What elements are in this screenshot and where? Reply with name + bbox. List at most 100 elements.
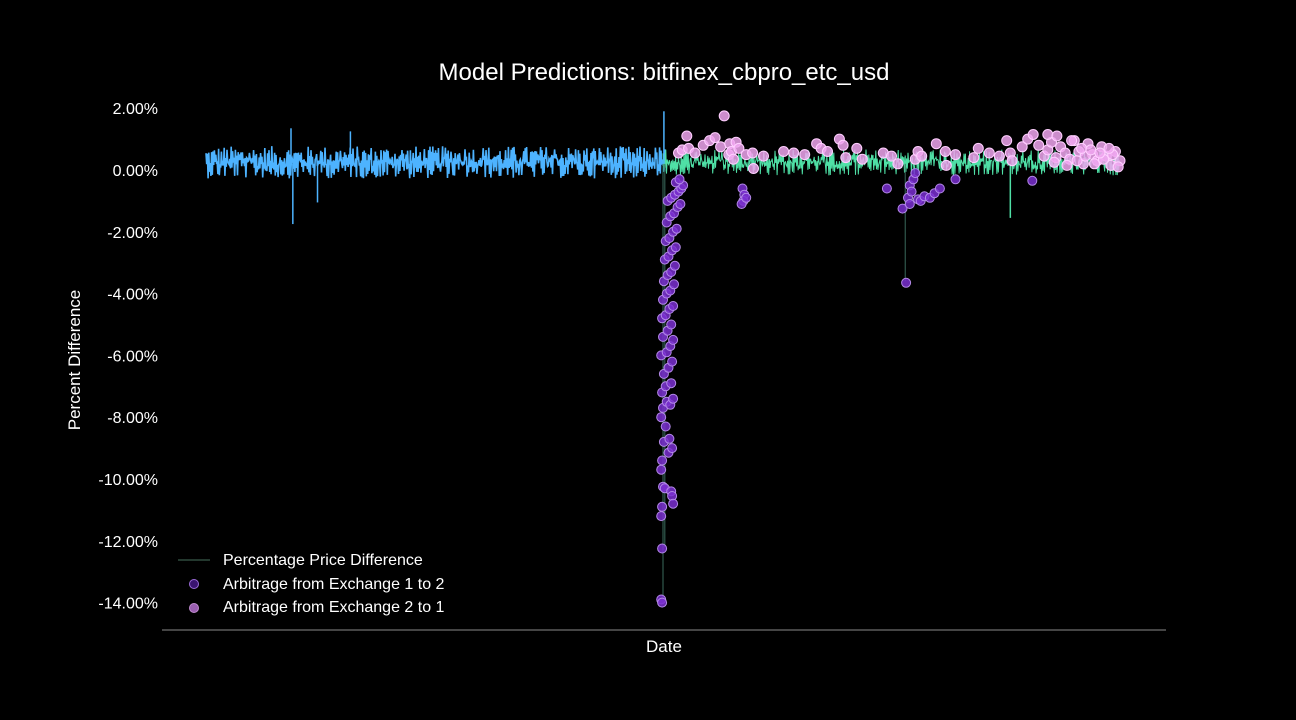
arbitrage-2-to-1-point <box>1112 161 1124 173</box>
arbitrage-2-to-1-point <box>788 147 800 159</box>
arbitrage-2-to-1-point <box>840 152 852 164</box>
arbitrage-1-to-2-point <box>666 319 677 330</box>
arbitrage-2-to-1-point <box>1027 129 1039 140</box>
arbitrage-2-to-1-point <box>681 130 693 142</box>
arbitrage-2-to-1-point <box>1085 144 1097 156</box>
y-tick-label: -4.00% <box>107 287 158 304</box>
x-axis-label: Date <box>646 637 682 656</box>
arbitrage-1-to-2-point <box>881 183 892 194</box>
legend: Percentage Price Difference Arbitrage fr… <box>178 552 445 616</box>
y-tick-label: -2.00% <box>107 225 158 242</box>
arbitrage-2-to-1-point <box>709 132 721 144</box>
arbitrage-2-to-1-point <box>748 163 759 174</box>
arbitrage-1-to-2-point <box>656 464 667 475</box>
arbitrage-2-to-1-point <box>689 147 701 159</box>
arbitrage-2-to-1-point <box>1061 159 1073 171</box>
arbitrage-2-to-1-point <box>1048 156 1060 168</box>
y-axis-label: Percent Difference <box>65 290 84 430</box>
arbitrage-1-to-2-point <box>668 301 679 311</box>
arbitrage-1-to-2-point <box>671 223 682 234</box>
arbitrage-1-to-2-point <box>904 199 915 209</box>
arbitrage-1-to-2-point <box>1027 175 1038 186</box>
arbitrage-2-to-1-point <box>1001 135 1013 147</box>
arbitrage-1-to-2-point <box>910 168 921 179</box>
legend-label-price-difference: Percentage Price Difference <box>223 552 423 569</box>
y-tick-label: -12.00% <box>98 534 158 551</box>
arbitrage-2-to-1-point <box>718 110 730 122</box>
legend-label-arbitrage-2-to-1: Arbitrage from Exchange 2 to 1 <box>223 599 445 616</box>
arbitrage-1-to-2-point <box>664 433 675 444</box>
arbitrage-1-to-2-point <box>934 183 945 194</box>
arbitrage-1-to-2-point <box>670 242 681 253</box>
arbitrage-1-to-2-point <box>669 279 679 290</box>
arbitrage-2-to-1-point <box>727 153 739 165</box>
arbitrage-1-to-2-point <box>656 412 667 423</box>
chart-title: Model Predictions: bitfinex_cbpro_etc_us… <box>439 59 890 86</box>
arbitrage-2-to-1-point <box>1051 130 1063 142</box>
arbitrage-2-to-1-point <box>993 150 1005 162</box>
arbitrage-2-to-1-point <box>837 139 849 151</box>
arbitrage-1-to-2-points <box>656 168 1038 608</box>
arbitrage-2-to-1-point <box>972 142 984 154</box>
arbitrage-2-to-1-point <box>1076 142 1088 154</box>
y-tick-label: -6.00% <box>107 348 158 365</box>
arbitrage-2-to-1-point <box>1033 139 1045 151</box>
arbitrage-2-to-1-point <box>916 150 928 162</box>
arbitrage-1-to-2-point <box>667 443 678 454</box>
arbitrage-2-to-1-point <box>1088 158 1100 170</box>
y-tick-labels: 2.00% 0.00% -2.00% -4.00% -6.00% -8.00% -10.00… <box>98 101 158 612</box>
arbitrage-2-to-1-point <box>930 138 942 150</box>
arbitrage-2-to-1-point <box>1066 135 1078 147</box>
arbitrage-1-to-2-point <box>741 192 752 203</box>
arbitrage-1-to-2-point <box>668 334 679 345</box>
arbitrage-1-to-2-point <box>657 455 668 466</box>
arbitrage-2-to-1-point <box>1006 155 1018 167</box>
arbitrage-1-to-2-point <box>906 186 917 197</box>
arbitrage-1-to-2-point <box>669 260 680 271</box>
arbitrage-1-to-2-point <box>897 203 908 214</box>
arbitrage-2-to-1-point <box>939 146 951 157</box>
arbitrage-2-to-1-point <box>940 159 952 171</box>
arbitrage-2-to-1-point <box>856 153 868 165</box>
legend-marker-arbitrage-1-to-2 <box>189 579 199 589</box>
arbitrage-2-to-1-points <box>673 110 1126 174</box>
arbitrage-1-to-2-point <box>667 356 678 367</box>
y-tick-label: -8.00% <box>107 410 158 427</box>
arbitrage-2-to-1-point <box>983 147 995 159</box>
arbitrage-2-to-1-point <box>733 142 745 154</box>
arbitrage-2-to-1-point <box>851 142 863 154</box>
arbitrage-2-to-1-point <box>758 150 769 162</box>
arbitrage-2-to-1-point <box>1042 129 1054 140</box>
arbitrage-2-to-1-point <box>950 149 961 161</box>
arbitrage-1-to-2-point <box>657 543 668 554</box>
arbitrage-2-to-1-point <box>892 158 904 170</box>
arbitrage-1-to-2-point <box>668 498 679 509</box>
price-difference-segment <box>205 146 666 179</box>
arbitrage-2-to-1-point <box>822 146 833 157</box>
arbitrage-2-to-1-point <box>1094 147 1106 159</box>
legend-marker-arbitrage-2-to-1 <box>189 603 199 613</box>
legend-label-arbitrage-1-to-2: Arbitrage from Exchange 1 to 2 <box>223 576 445 593</box>
arbitrage-1-to-2-point <box>660 421 671 432</box>
arbitrage-2-to-1-point <box>715 141 727 153</box>
y-tick-label: 0.00% <box>113 163 158 180</box>
arbitrage-1-to-2-point <box>950 174 961 185</box>
arbitrage-1-to-2-point <box>656 511 667 522</box>
y-tick-label: -14.00% <box>98 596 158 613</box>
y-tick-label: -10.00% <box>98 472 158 489</box>
arbitrage-2-to-1-point <box>1103 142 1115 154</box>
y-tick-label: 2.00% <box>113 101 158 118</box>
arbitrage-2-to-1-point <box>1071 155 1083 167</box>
arbitrage-1-to-2-point <box>668 393 679 404</box>
arbitrage-2-to-1-point <box>1016 141 1028 153</box>
arbitrage-1-to-2-point <box>674 174 685 185</box>
arbitrage-2-to-1-point <box>778 146 790 157</box>
arbitrage-2-to-1-point <box>799 149 811 161</box>
arbitrage-1-to-2-point <box>657 501 668 512</box>
arbitrage-1-to-2-point <box>675 199 686 209</box>
arbitrage-2-to-1-point <box>886 150 897 162</box>
arbitrage-2-to-1-point <box>968 152 980 164</box>
arbitrage-2-to-1-point <box>747 147 759 159</box>
